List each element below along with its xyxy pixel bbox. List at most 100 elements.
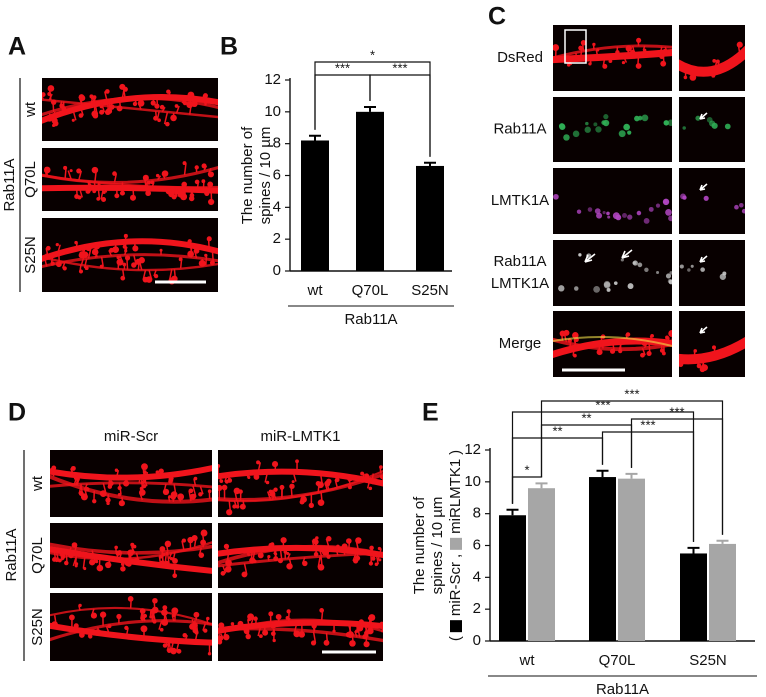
spine-head — [194, 179, 200, 185]
legend-text: ) — [447, 450, 464, 455]
spine-head — [120, 566, 126, 572]
spine-head — [124, 625, 129, 631]
dendrite — [42, 174, 218, 189]
spine-head — [247, 475, 251, 480]
spine-head — [620, 258, 624, 262]
spine-head — [596, 349, 603, 356]
spine — [175, 105, 180, 114]
error-bar — [364, 106, 376, 112]
spine-head — [566, 63, 571, 67]
bar — [301, 140, 329, 271]
spine — [91, 550, 96, 563]
y-tick-label: 8 — [273, 135, 281, 152]
error-bar — [687, 546, 700, 554]
spine-head — [186, 101, 194, 109]
spine — [130, 546, 136, 554]
image-background — [553, 240, 672, 306]
spine — [42, 94, 44, 100]
spine-head — [63, 165, 68, 170]
spine-head — [132, 544, 137, 549]
spine — [568, 58, 573, 66]
spine-head — [273, 487, 278, 492]
micrograph — [218, 450, 383, 517]
x-tick-label: S25N — [411, 282, 449, 299]
spine-head — [592, 42, 596, 47]
spine-head — [300, 496, 307, 503]
spine — [354, 630, 358, 638]
spine-head — [51, 117, 58, 124]
spine — [72, 556, 77, 567]
spine — [641, 347, 646, 356]
spine-head — [62, 266, 67, 271]
spine-head — [188, 243, 194, 249]
spine-head — [55, 243, 59, 247]
spine — [50, 467, 55, 477]
spine-head — [200, 529, 208, 537]
y-tick-label: 6 — [273, 166, 281, 183]
spine — [166, 551, 170, 564]
spine-head — [78, 252, 85, 259]
spine-head — [640, 352, 645, 358]
spine-head — [150, 608, 155, 613]
spine-head — [374, 562, 379, 567]
spine-head — [262, 629, 269, 636]
spine-head — [78, 94, 85, 100]
spine — [91, 97, 96, 103]
row-label: Rab11A — [1, 158, 18, 211]
micrograph — [218, 523, 383, 588]
spine-head — [150, 100, 156, 106]
spine-head — [96, 564, 104, 572]
spine-head — [204, 191, 210, 197]
spine-head — [267, 554, 271, 559]
spine-head — [89, 559, 96, 566]
spine-head — [553, 44, 560, 51]
spine-head — [54, 557, 60, 563]
x-axis-label: Rab11A — [344, 311, 397, 328]
significance-bracket — [314, 61, 431, 157]
spine-head — [700, 267, 705, 272]
spine-head — [355, 537, 362, 544]
spine-head — [155, 470, 160, 474]
spine-head — [90, 95, 95, 100]
row-label: The number of — [411, 496, 428, 594]
spine-head — [105, 561, 112, 569]
micrograph — [553, 168, 672, 234]
spine — [199, 486, 204, 495]
spine — [157, 175, 162, 181]
y-tick-label: 10 — [464, 473, 481, 490]
spine — [103, 187, 108, 193]
micrograph — [679, 311, 745, 377]
spine-head — [313, 539, 319, 545]
spine — [181, 540, 185, 551]
spine-head — [563, 134, 570, 141]
spine-head — [317, 564, 323, 570]
spine-head — [341, 543, 348, 550]
spine-head — [218, 635, 224, 641]
spine-head — [576, 209, 582, 214]
spine-head — [91, 110, 99, 118]
bar — [680, 553, 707, 641]
spine-head — [94, 629, 102, 636]
spine-head — [160, 560, 165, 566]
micrograph — [679, 240, 745, 306]
row-label: DsRed — [497, 49, 543, 66]
spine-head — [558, 123, 565, 129]
spine-head — [90, 612, 97, 619]
spine — [381, 476, 383, 485]
spine-head — [268, 611, 274, 617]
spine-head — [223, 543, 230, 549]
spine-head — [131, 262, 137, 268]
panel-label: E — [422, 399, 439, 427]
spine — [600, 336, 604, 349]
significance-bracket — [630, 418, 724, 535]
spine-head — [150, 180, 155, 185]
spine-head — [310, 640, 317, 646]
spine-head — [368, 614, 376, 621]
spine-head — [142, 174, 149, 181]
spine-head — [258, 634, 263, 639]
spine — [67, 170, 72, 180]
spine-head — [593, 122, 598, 127]
image-background — [553, 97, 672, 162]
spine-head — [182, 632, 188, 638]
